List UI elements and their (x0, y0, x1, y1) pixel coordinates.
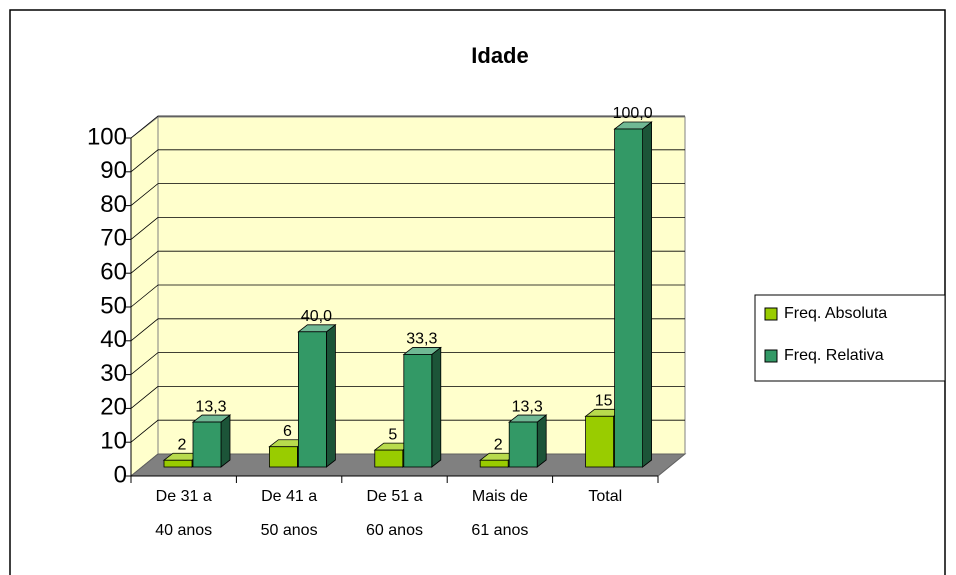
x-tick-label-line: De 31 a (156, 488, 212, 505)
chart-border (9, 9, 946, 575)
y-tick-label: 40 (100, 326, 127, 353)
grid-line (130, 250, 685, 274)
data-label: 6 (283, 423, 292, 440)
grid-line (130, 284, 685, 308)
bar (508, 421, 538, 468)
data-label: 33,3 (406, 331, 437, 348)
data-label: 2 (494, 436, 503, 453)
x-tick-label: De 31 a 40 anos (155, 488, 212, 539)
bar (192, 421, 222, 468)
x-tick-label-line: Total (588, 488, 622, 505)
y-tick-label: 60 (100, 259, 127, 286)
y-tick-label: 20 (100, 394, 127, 421)
grid-line (130, 419, 685, 443)
x-tick-label: De 51 a 60 anos (366, 488, 423, 539)
data-label: 2 (178, 436, 187, 453)
grid-line (130, 385, 685, 409)
grid-line (130, 183, 685, 206)
data-label: 15 (595, 393, 613, 410)
data-label: 5 (388, 426, 397, 443)
bar (585, 415, 614, 468)
y-tick-label: 50 (100, 292, 127, 319)
bar (479, 459, 509, 468)
x-tick-label-line: 60 anos (366, 522, 423, 539)
bar (297, 331, 327, 468)
x-tick-label-line: 40 anos (155, 522, 212, 539)
legend-swatch (764, 307, 778, 321)
y-tick-label: 30 (100, 360, 127, 387)
x-tick-label-line: De 41 a (261, 488, 317, 505)
y-tick-label: 0 (114, 461, 127, 488)
bar-side (536, 414, 547, 468)
x-tick-label-line: 61 anos (471, 522, 528, 539)
grid-line (130, 149, 685, 173)
x-tick-label: Total (588, 488, 622, 505)
legend-label: Freq. Absoluta (784, 305, 887, 322)
grid-line (130, 216, 685, 240)
grid-line (130, 352, 685, 375)
grid-line (130, 318, 685, 342)
bar (614, 128, 643, 468)
bar (374, 449, 404, 468)
y-tick-label: 90 (100, 157, 127, 184)
bar (403, 354, 433, 468)
x-tick-label-line: De 51 a (366, 488, 422, 505)
data-label: 40,0 (301, 308, 332, 325)
legend-swatch (764, 349, 778, 363)
y-tick-label: 10 (100, 428, 127, 455)
bar (268, 446, 298, 468)
bar-side (220, 414, 231, 468)
bar-side (642, 121, 652, 468)
data-label: 13,3 (512, 398, 543, 415)
bar-side (431, 346, 442, 468)
y-tick-label: 70 (100, 225, 127, 252)
y-tick-label: 80 (100, 191, 127, 218)
data-label: 13,3 (195, 398, 226, 415)
x-tick-label-line: 50 anos (261, 522, 318, 539)
grid-line (130, 115, 685, 139)
bar-side (325, 323, 336, 468)
bar (163, 459, 193, 468)
chart-title: Idade (471, 43, 528, 68)
y-tick-label: 100 (87, 123, 127, 150)
data-label: 100,0 (613, 105, 653, 122)
x-tick-label: De 41 a 50 anos (261, 488, 318, 539)
legend (754, 294, 946, 382)
legend-label: Freq. Relativa (784, 347, 884, 364)
x-tick-label-line: Mais de (472, 488, 528, 505)
x-tick-label: Mais de 61 anos (471, 488, 528, 539)
